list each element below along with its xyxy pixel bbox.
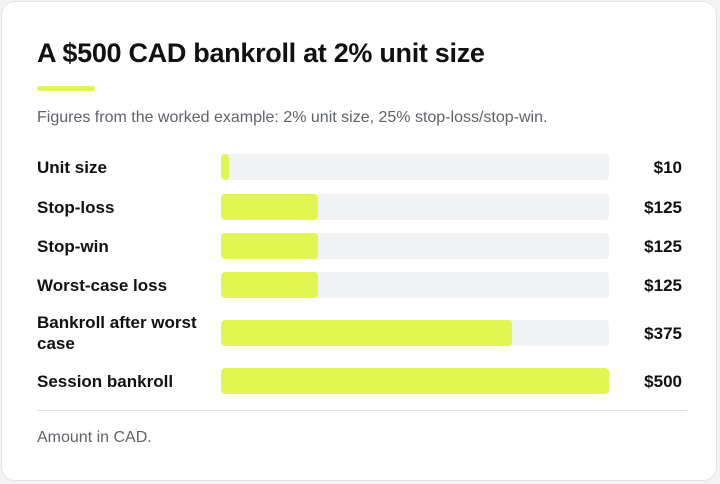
bar-label: Unit size xyxy=(37,157,107,177)
bar xyxy=(221,320,512,346)
bar-value-label: $125 xyxy=(644,275,682,295)
chart-footnote: Amount in CAD. xyxy=(37,429,152,446)
bar-value-label: $375 xyxy=(644,323,682,343)
bar-label: Session bankroll xyxy=(37,371,174,391)
bar-track xyxy=(221,272,609,298)
bar-value-label: $500 xyxy=(644,371,682,391)
bar xyxy=(221,368,609,394)
bar-track xyxy=(221,233,609,259)
bar-value-label: $10 xyxy=(653,157,682,177)
bar-track xyxy=(221,194,609,220)
chart-subtitle: Figures from the worked example: 2% unit… xyxy=(37,109,548,126)
bar xyxy=(221,272,318,298)
bar-label: Worst-case loss xyxy=(37,275,168,295)
title-accent-bar xyxy=(37,86,95,91)
bar-track xyxy=(221,154,609,180)
bar xyxy=(221,194,318,220)
bar xyxy=(221,233,318,259)
bar-track xyxy=(221,320,609,346)
bar-value-label: $125 xyxy=(644,197,682,217)
chart-title: A $500 CAD bankroll at 2% unit size xyxy=(37,38,485,68)
bar xyxy=(221,154,229,180)
bar-label: Stop-loss xyxy=(37,197,115,217)
footer-divider xyxy=(37,410,687,411)
bar-label: Bankroll after worst case xyxy=(37,313,197,353)
bar-track xyxy=(221,368,609,394)
bar-value-label: $125 xyxy=(644,236,682,256)
bar-label: Stop-win xyxy=(37,236,109,256)
